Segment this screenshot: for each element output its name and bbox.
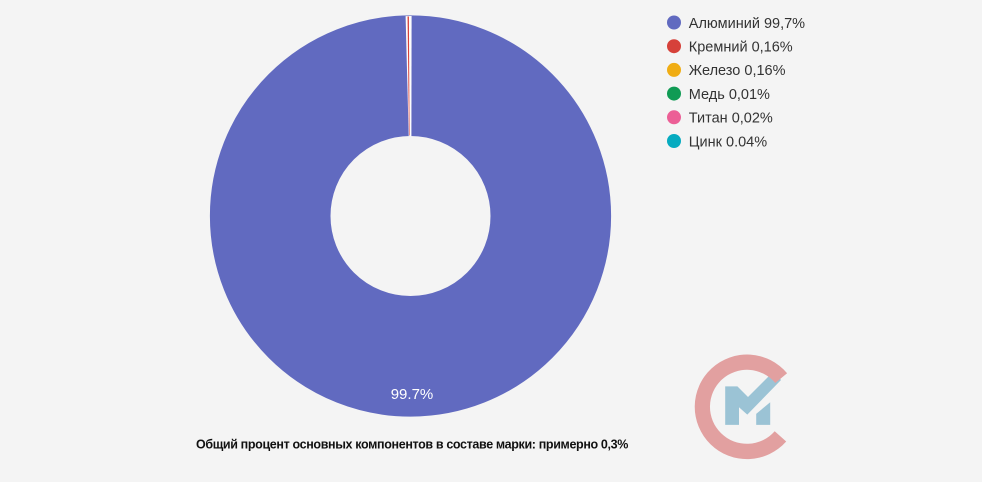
svg-text:Цинк 0.04%: Цинк 0.04% bbox=[689, 134, 767, 150]
svg-text:Титан 0,02%: Титан 0,02% bbox=[689, 111, 773, 127]
svg-text:Алюминий 99,7%: Алюминий 99,7% bbox=[689, 16, 805, 32]
svg-text:Медь 0,01%: Медь 0,01% bbox=[689, 87, 770, 103]
svg-text:Общий процент основных компоне: Общий процент основных компонентов в сос… bbox=[196, 438, 628, 452]
svg-text:99.7%: 99.7% bbox=[391, 386, 434, 403]
svg-text:Кремний 0,16%: Кремний 0,16% bbox=[689, 40, 793, 56]
svg-text:Железо 0,16%: Железо 0,16% bbox=[689, 63, 786, 79]
